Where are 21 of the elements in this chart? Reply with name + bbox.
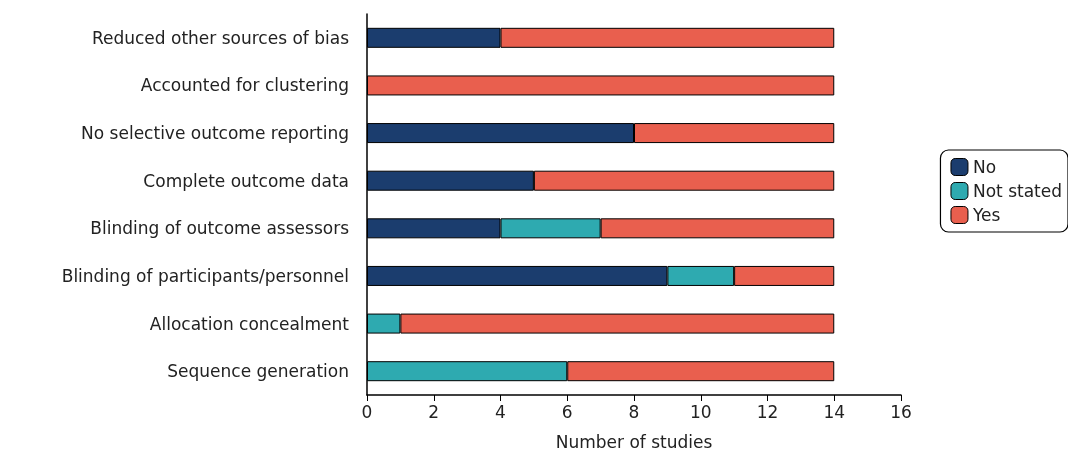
legend-label: No	[972, 157, 997, 177]
legend-label: Not stated	[972, 181, 1062, 201]
x-tick-label: 8	[628, 401, 640, 422]
x-tick-label: 10	[689, 401, 712, 422]
x-tick-label: 12	[756, 401, 779, 422]
x-tick-label: 16	[890, 401, 912, 422]
x-tick-label: 2	[428, 401, 440, 422]
x-tick-label: 6	[561, 401, 573, 422]
y-tick-label: No selective outcome reporting	[81, 123, 349, 144]
legend-label: Yes	[971, 205, 1001, 225]
y-tick-label: Blinding of outcome assessors	[90, 218, 350, 239]
x-axis-title: Number of studies	[555, 431, 713, 452]
y-tick-label: Reduced other sources of bias	[91, 27, 350, 48]
y-tick-label: Complete outcome data	[143, 170, 349, 191]
y-tick-label: Accounted for clustering	[140, 75, 349, 96]
y-tick-label: Allocation concealment	[149, 313, 350, 334]
x-tick-label: 0	[361, 401, 373, 422]
x-tick-label: 4	[495, 401, 506, 422]
x-tick-label: 14	[823, 401, 846, 422]
y-tick-label: Blinding of participants/personnel	[61, 265, 349, 286]
y-tick-label: Sequence generation	[167, 361, 349, 382]
